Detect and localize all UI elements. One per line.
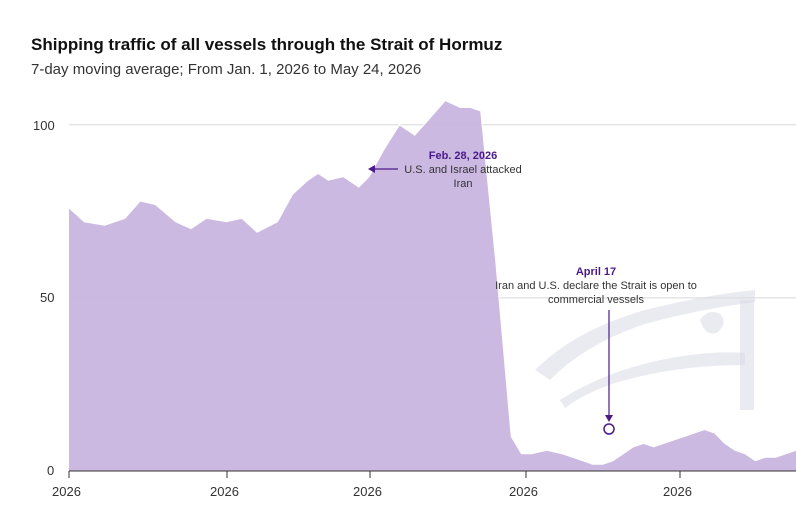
y-tick-label: 100: [33, 118, 55, 133]
publisher-logo-watermark-icon: [535, 290, 755, 410]
x-tick-label: 2026: [663, 484, 692, 499]
chart-title: Shipping traffic of all vessels through …: [31, 35, 503, 54]
annotation-text: U.S. and Israel attacked: [404, 164, 521, 176]
x-tick-label: 2026: [509, 484, 538, 499]
annotation-text: Iran and U.S. declare the Strait is open…: [495, 280, 697, 292]
annotation-title: Feb. 28, 2026: [429, 150, 498, 162]
annotation-text: commercial vessels: [548, 294, 644, 306]
series-area: [68, 99, 796, 471]
annotation-title: April 17: [576, 266, 616, 278]
annotation-feb28: Feb. 28, 2026 U.S. and Israel attacked I…: [368, 150, 522, 190]
series-area-fill: [69, 100, 796, 471]
x-tick-label: 2026: [353, 484, 382, 499]
annotation-text: Iran: [454, 178, 473, 190]
arrow-down-icon: [605, 415, 613, 422]
x-tick-label: 2026: [210, 484, 239, 499]
series-line: [68, 99, 796, 465]
x-tick-label: 2026: [52, 484, 81, 499]
y-tick-label: 50: [40, 290, 54, 305]
event-marker: [603, 423, 615, 435]
y-axis: 100 50 0: [33, 118, 55, 478]
y-tick-label: 0: [47, 463, 54, 478]
annotation-april17: April 17 Iran and U.S. declare the Strai…: [495, 266, 697, 435]
chart-subtitle: 7-day moving average; From Jan. 1, 2026 …: [31, 61, 422, 78]
x-axis: 2026 2026 2026 2026 2026: [52, 470, 796, 499]
arrow-left-icon: [368, 165, 375, 173]
